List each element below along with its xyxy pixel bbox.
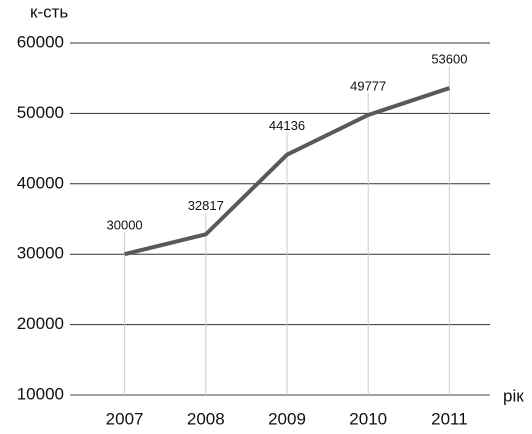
y-tick-label: 20000 [17,314,64,333]
data-label: 32817 [188,198,224,213]
data-label: 53600 [431,51,467,66]
x-axis-label: рік [503,386,524,405]
x-tick-label: 2007 [106,409,144,428]
data-label: 44136 [269,118,305,133]
data-label: 30000 [107,218,143,233]
data-label: 49777 [350,78,386,93]
y-tick-label: 60000 [17,32,64,51]
y-tick-label: 50000 [17,103,64,122]
x-tick-label: 2008 [187,409,225,428]
y-tick-label: 40000 [17,173,64,192]
y-axis-label: к-сть [30,2,68,21]
y-tick-label: 30000 [17,244,64,263]
x-tick-label: 2011 [431,409,468,428]
y-tick-label: 10000 [17,384,64,403]
series-line [124,86,451,257]
x-tick-label: 2010 [349,409,387,428]
x-tick-label: 2009 [268,409,306,428]
